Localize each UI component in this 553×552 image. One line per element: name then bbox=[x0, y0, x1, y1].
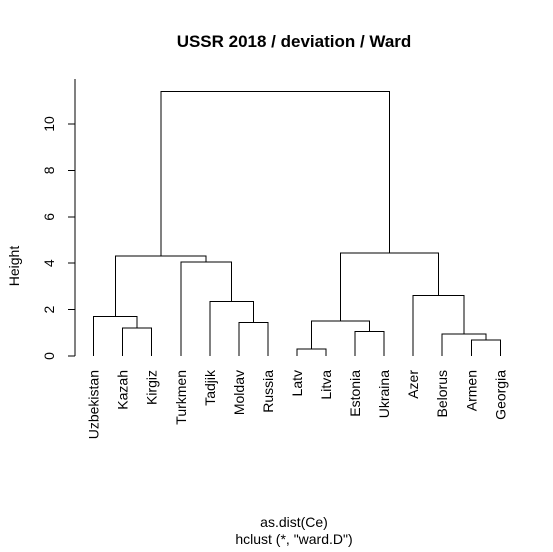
leaf-label-kazah: Kazah bbox=[115, 370, 131, 410]
dendrogram-merge-2 bbox=[297, 349, 326, 356]
dendrogram-merge-10 bbox=[413, 296, 464, 356]
y-axis: 0 2 4 6 8 10 bbox=[41, 79, 75, 360]
leaf-label-armen: Armen bbox=[463, 370, 479, 411]
dendrogram-merge-3 bbox=[442, 334, 486, 356]
leaf-label-russia: Russia bbox=[260, 370, 276, 413]
dendrogram-merge-12 bbox=[115, 256, 206, 316]
dendrogram-merge-4 bbox=[355, 332, 384, 356]
x-axis-label: as.dist(Ce) bbox=[260, 514, 328, 530]
leaf-label-belorus: Belorus bbox=[434, 370, 450, 417]
dendrogram-merge-11 bbox=[181, 262, 232, 356]
leaf-label-moldav: Moldav bbox=[231, 370, 247, 415]
y-tick-label: 8 bbox=[41, 166, 57, 174]
y-tick-label: 4 bbox=[41, 259, 57, 267]
dendrogram-merge-1 bbox=[471, 340, 500, 356]
leaf-label-estonia: Estonia bbox=[347, 370, 363, 417]
y-tick-label: 10 bbox=[41, 116, 57, 132]
leaf-label-azer: Azer bbox=[405, 370, 421, 399]
leaf-label-turkmen: Turkmen bbox=[173, 370, 189, 425]
dendrogram-merge-13 bbox=[341, 253, 439, 321]
leaf-label-georgia: Georgia bbox=[492, 370, 508, 420]
leaf-label-uzbekistan: Uzbekistan bbox=[86, 370, 102, 439]
y-tick-label: 6 bbox=[41, 213, 57, 221]
dendrogram-merge-14 bbox=[161, 92, 390, 257]
dendrogram-merge-9 bbox=[210, 301, 254, 356]
dendrogram-merge-8 bbox=[94, 317, 138, 356]
leaf-label-tadjik: Tadjik bbox=[202, 369, 218, 406]
y-tick-label: 2 bbox=[41, 305, 57, 313]
leaf-label-litva: Litva bbox=[318, 370, 334, 400]
hclust-method-label: hclust (*, "ward.D") bbox=[235, 531, 352, 547]
y-axis-label: Height bbox=[6, 246, 22, 287]
dendrogram-merge-7 bbox=[311, 321, 369, 349]
dendrogram-tree bbox=[94, 92, 501, 356]
leaf-label-kirgiz: Kirgiz bbox=[144, 370, 160, 405]
dendrogram-merge-5 bbox=[123, 328, 152, 356]
chart-title: USSR 2018 / deviation / Ward bbox=[177, 32, 412, 51]
y-tick-label: 0 bbox=[41, 352, 57, 360]
leaf-labels: Uzbekistan Kazah Kirgiz Turkmen Tadjik Moldav… bbox=[86, 369, 509, 439]
leaf-label-latv: Latv bbox=[289, 370, 305, 396]
dendrogram-merge-6 bbox=[239, 322, 268, 356]
leaf-label-ukraina: Ukraina bbox=[376, 370, 392, 418]
